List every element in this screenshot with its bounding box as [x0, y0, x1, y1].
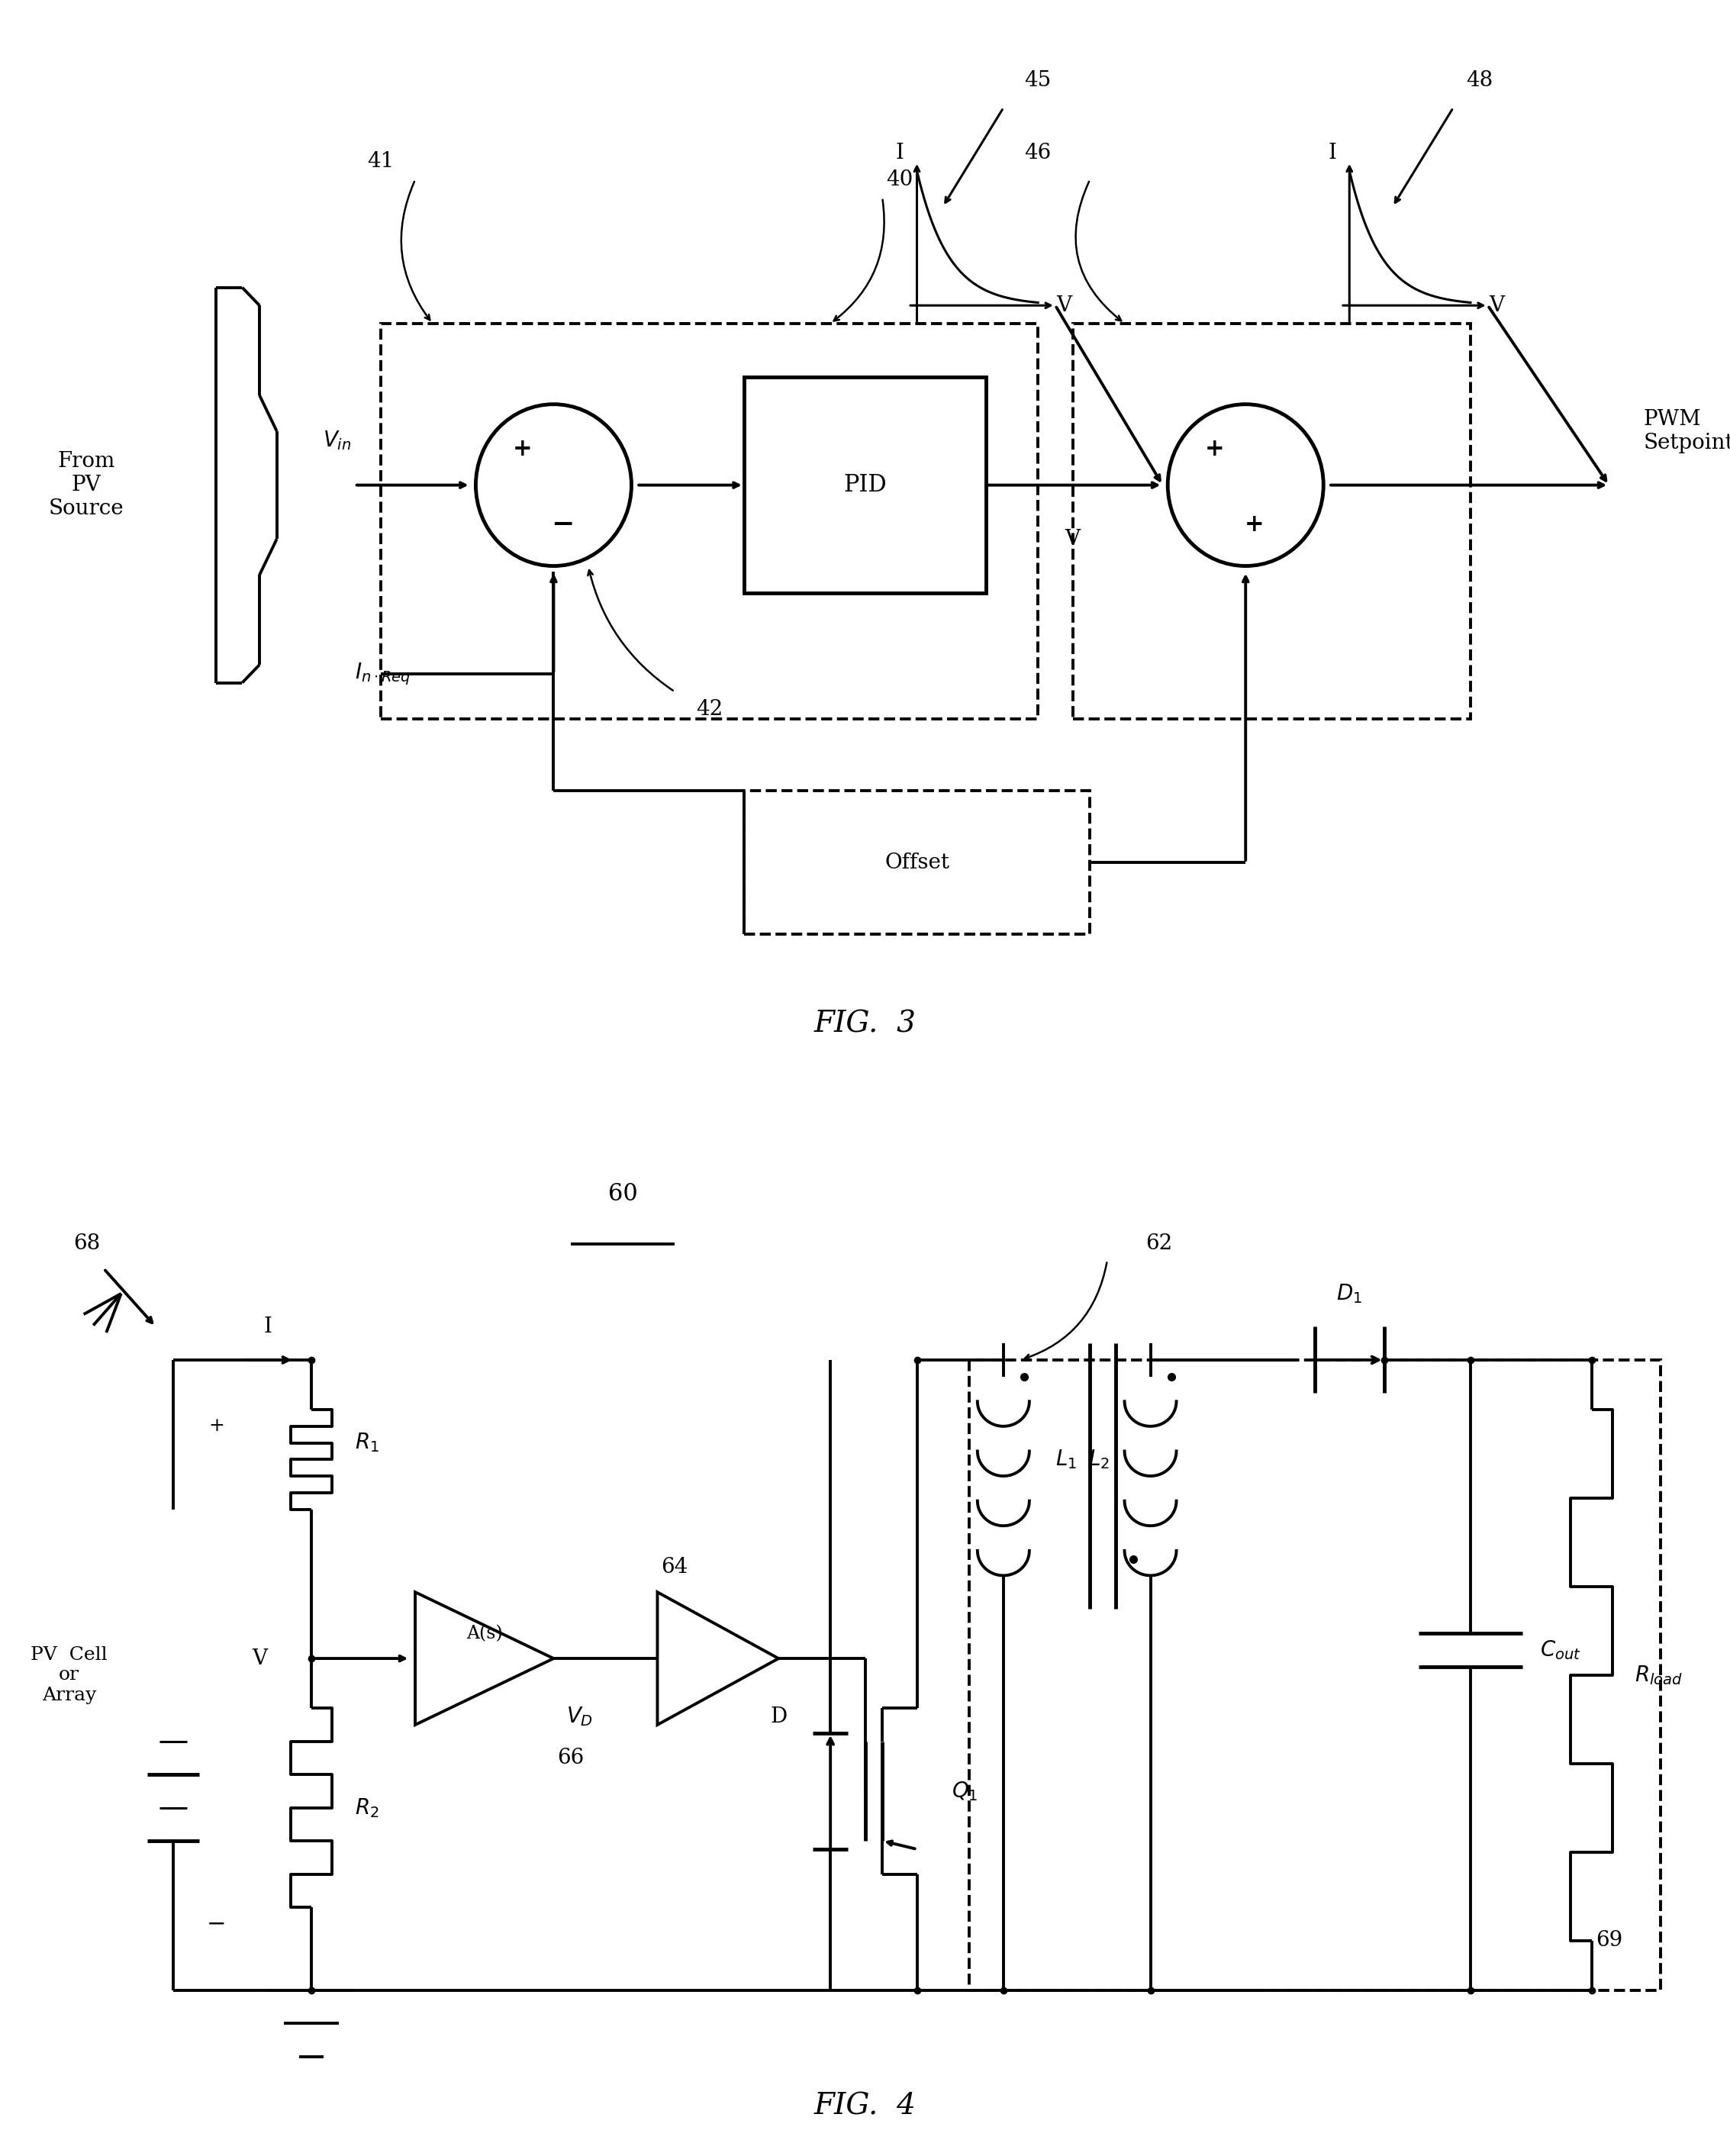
Text: 48: 48: [1465, 71, 1493, 91]
Text: $R_1$: $R_1$: [355, 1432, 379, 1455]
Text: PID: PID: [843, 474, 887, 496]
Text: V: V: [1057, 295, 1071, 315]
Text: 60: 60: [607, 1181, 638, 1205]
Text: $L_2$: $L_2$: [1088, 1449, 1109, 1470]
Text: FIG.  4: FIG. 4: [813, 2091, 917, 2119]
Text: 42: 42: [695, 699, 723, 720]
Text: V: V: [1490, 295, 1503, 315]
Text: +: +: [1204, 438, 1225, 461]
Text: $V_D$: $V_D$: [566, 1705, 593, 1727]
Text: +: +: [1244, 513, 1265, 537]
Text: I: I: [1329, 142, 1336, 164]
Text: $C_{out}$: $C_{out}$: [1540, 1639, 1581, 1662]
Text: 66: 66: [557, 1749, 585, 1768]
Text: I: I: [896, 142, 903, 164]
Text: V: V: [253, 1647, 266, 1669]
Text: FIG.  3: FIG. 3: [813, 1009, 917, 1039]
Text: $L_1$: $L_1$: [1055, 1449, 1076, 1470]
Text: A(s): A(s): [465, 1626, 503, 1643]
Text: D: D: [770, 1705, 787, 1727]
Bar: [1073, 323, 1470, 718]
Text: $R_{load}$: $R_{load}$: [1635, 1664, 1683, 1686]
Text: I: I: [265, 1317, 272, 1337]
Text: +: +: [208, 1416, 225, 1436]
Text: $D_1$: $D_1$: [1337, 1283, 1362, 1304]
Text: 64: 64: [661, 1557, 689, 1578]
Text: 40: 40: [886, 170, 913, 190]
Text: 68: 68: [73, 1233, 100, 1255]
Text: PV  Cell
or
Array: PV Cell or Array: [31, 1645, 107, 1703]
Text: −: −: [206, 1912, 227, 1936]
Text: Offset: Offset: [884, 852, 950, 873]
Text: PWM
Setpoint: PWM Setpoint: [1644, 410, 1730, 453]
Text: $Q_1$: $Q_1$: [952, 1779, 977, 1802]
Text: $I_{n\cdot Req}$: $I_{n\cdot Req}$: [355, 662, 410, 686]
Text: $V_{in}$: $V_{in}$: [324, 429, 351, 451]
Text: 46: 46: [1024, 142, 1052, 164]
Text: 41: 41: [367, 151, 394, 172]
Text: −: −: [550, 511, 574, 537]
Text: +: +: [512, 438, 533, 461]
Text: 45: 45: [1024, 71, 1052, 91]
Text: V: V: [1066, 528, 1080, 550]
Bar: [969, 1360, 1661, 1990]
Text: $R_2$: $R_2$: [355, 1796, 379, 1820]
Text: 69: 69: [1595, 1930, 1623, 1951]
Bar: [381, 323, 1038, 718]
Bar: [744, 377, 986, 593]
Bar: [744, 791, 1090, 934]
Text: From
PV
Source: From PV Source: [48, 451, 125, 520]
Text: 62: 62: [1145, 1233, 1173, 1255]
